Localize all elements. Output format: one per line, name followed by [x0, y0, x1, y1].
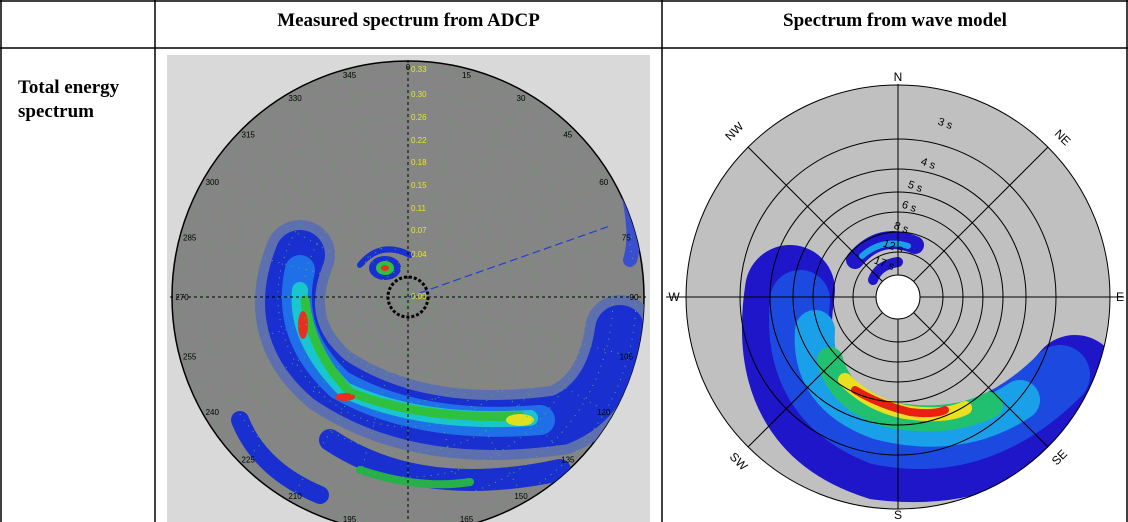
- direction-label: 90: [630, 293, 639, 302]
- page: 0153045607590105120135150165180195210225…: [0, 0, 1128, 522]
- direction-label: 285: [183, 233, 197, 242]
- frequency-label: 0.07: [411, 226, 427, 235]
- frequency-label: 0.33: [411, 65, 427, 74]
- direction-label: 15: [462, 71, 471, 80]
- compass-label: SW: [727, 450, 751, 474]
- compass-label: SE: [1049, 447, 1070, 468]
- frequency-label: 0.18: [411, 158, 427, 167]
- compass-label: S: [894, 508, 902, 522]
- direction-label: 60: [599, 178, 608, 187]
- direction-label: 225: [242, 456, 256, 465]
- frequency-label: 0.26: [411, 113, 427, 122]
- direction-label: 165: [460, 515, 474, 522]
- compass-label: E: [1116, 290, 1124, 304]
- center-hole: [876, 275, 920, 319]
- compass-label: NE: [1052, 127, 1074, 149]
- direction-label: 315: [242, 130, 256, 139]
- direction-label: 270: [175, 293, 189, 302]
- compass-label: W: [668, 290, 680, 304]
- direction-label: 150: [514, 492, 528, 501]
- frequency-label: 0.15: [411, 181, 427, 190]
- compass-label: NW: [722, 119, 747, 144]
- adcp-plot: [167, 55, 650, 522]
- direction-label: 345: [343, 71, 357, 80]
- direction-label: 30: [517, 94, 526, 103]
- plots: 0153045607590105120135150165180195210225…: [0, 0, 1128, 522]
- direction-label: 300: [206, 178, 220, 187]
- direction-label: 255: [183, 353, 197, 362]
- direction-label: 75: [622, 233, 631, 242]
- direction-label: 195: [343, 515, 357, 522]
- model-plot: [666, 84, 1124, 509]
- direction-label: 45: [563, 130, 572, 139]
- frequency-label: 0.04: [411, 250, 427, 259]
- direction-label: 240: [206, 408, 220, 417]
- compass-label: N: [894, 70, 903, 84]
- direction-label: 105: [620, 353, 634, 362]
- direction-label: 120: [597, 408, 611, 417]
- row-label: Total energy spectrum: [18, 76, 128, 124]
- direction-label: 135: [561, 456, 575, 465]
- column-header: Measured spectrum from ADCP: [155, 10, 662, 32]
- frequency-label: 0.30: [411, 90, 427, 99]
- direction-label: 330: [288, 94, 302, 103]
- frequency-label: 0.22: [411, 136, 427, 145]
- direction-label: 210: [288, 492, 302, 501]
- column-header: Spectrum from wave model: [662, 10, 1128, 32]
- frequency-label: 0.00: [411, 292, 427, 301]
- frequency-label: 0.11: [411, 204, 427, 213]
